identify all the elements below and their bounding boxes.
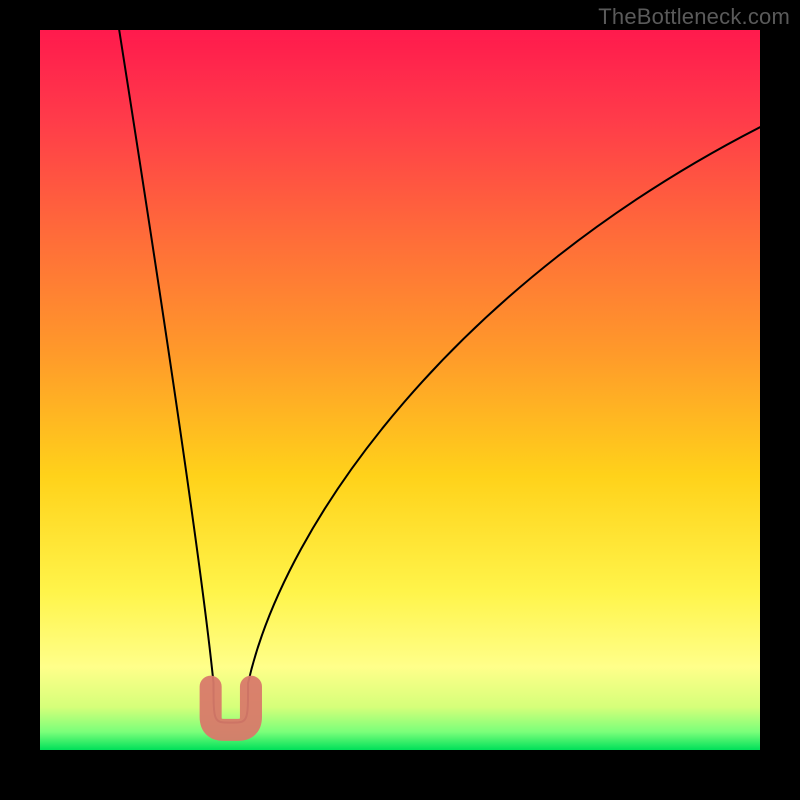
chart-svg bbox=[0, 0, 800, 800]
chart-stage: TheBottleneck.com bbox=[0, 0, 800, 800]
plot-background bbox=[40, 30, 760, 750]
watermark-text: TheBottleneck.com bbox=[598, 4, 790, 30]
